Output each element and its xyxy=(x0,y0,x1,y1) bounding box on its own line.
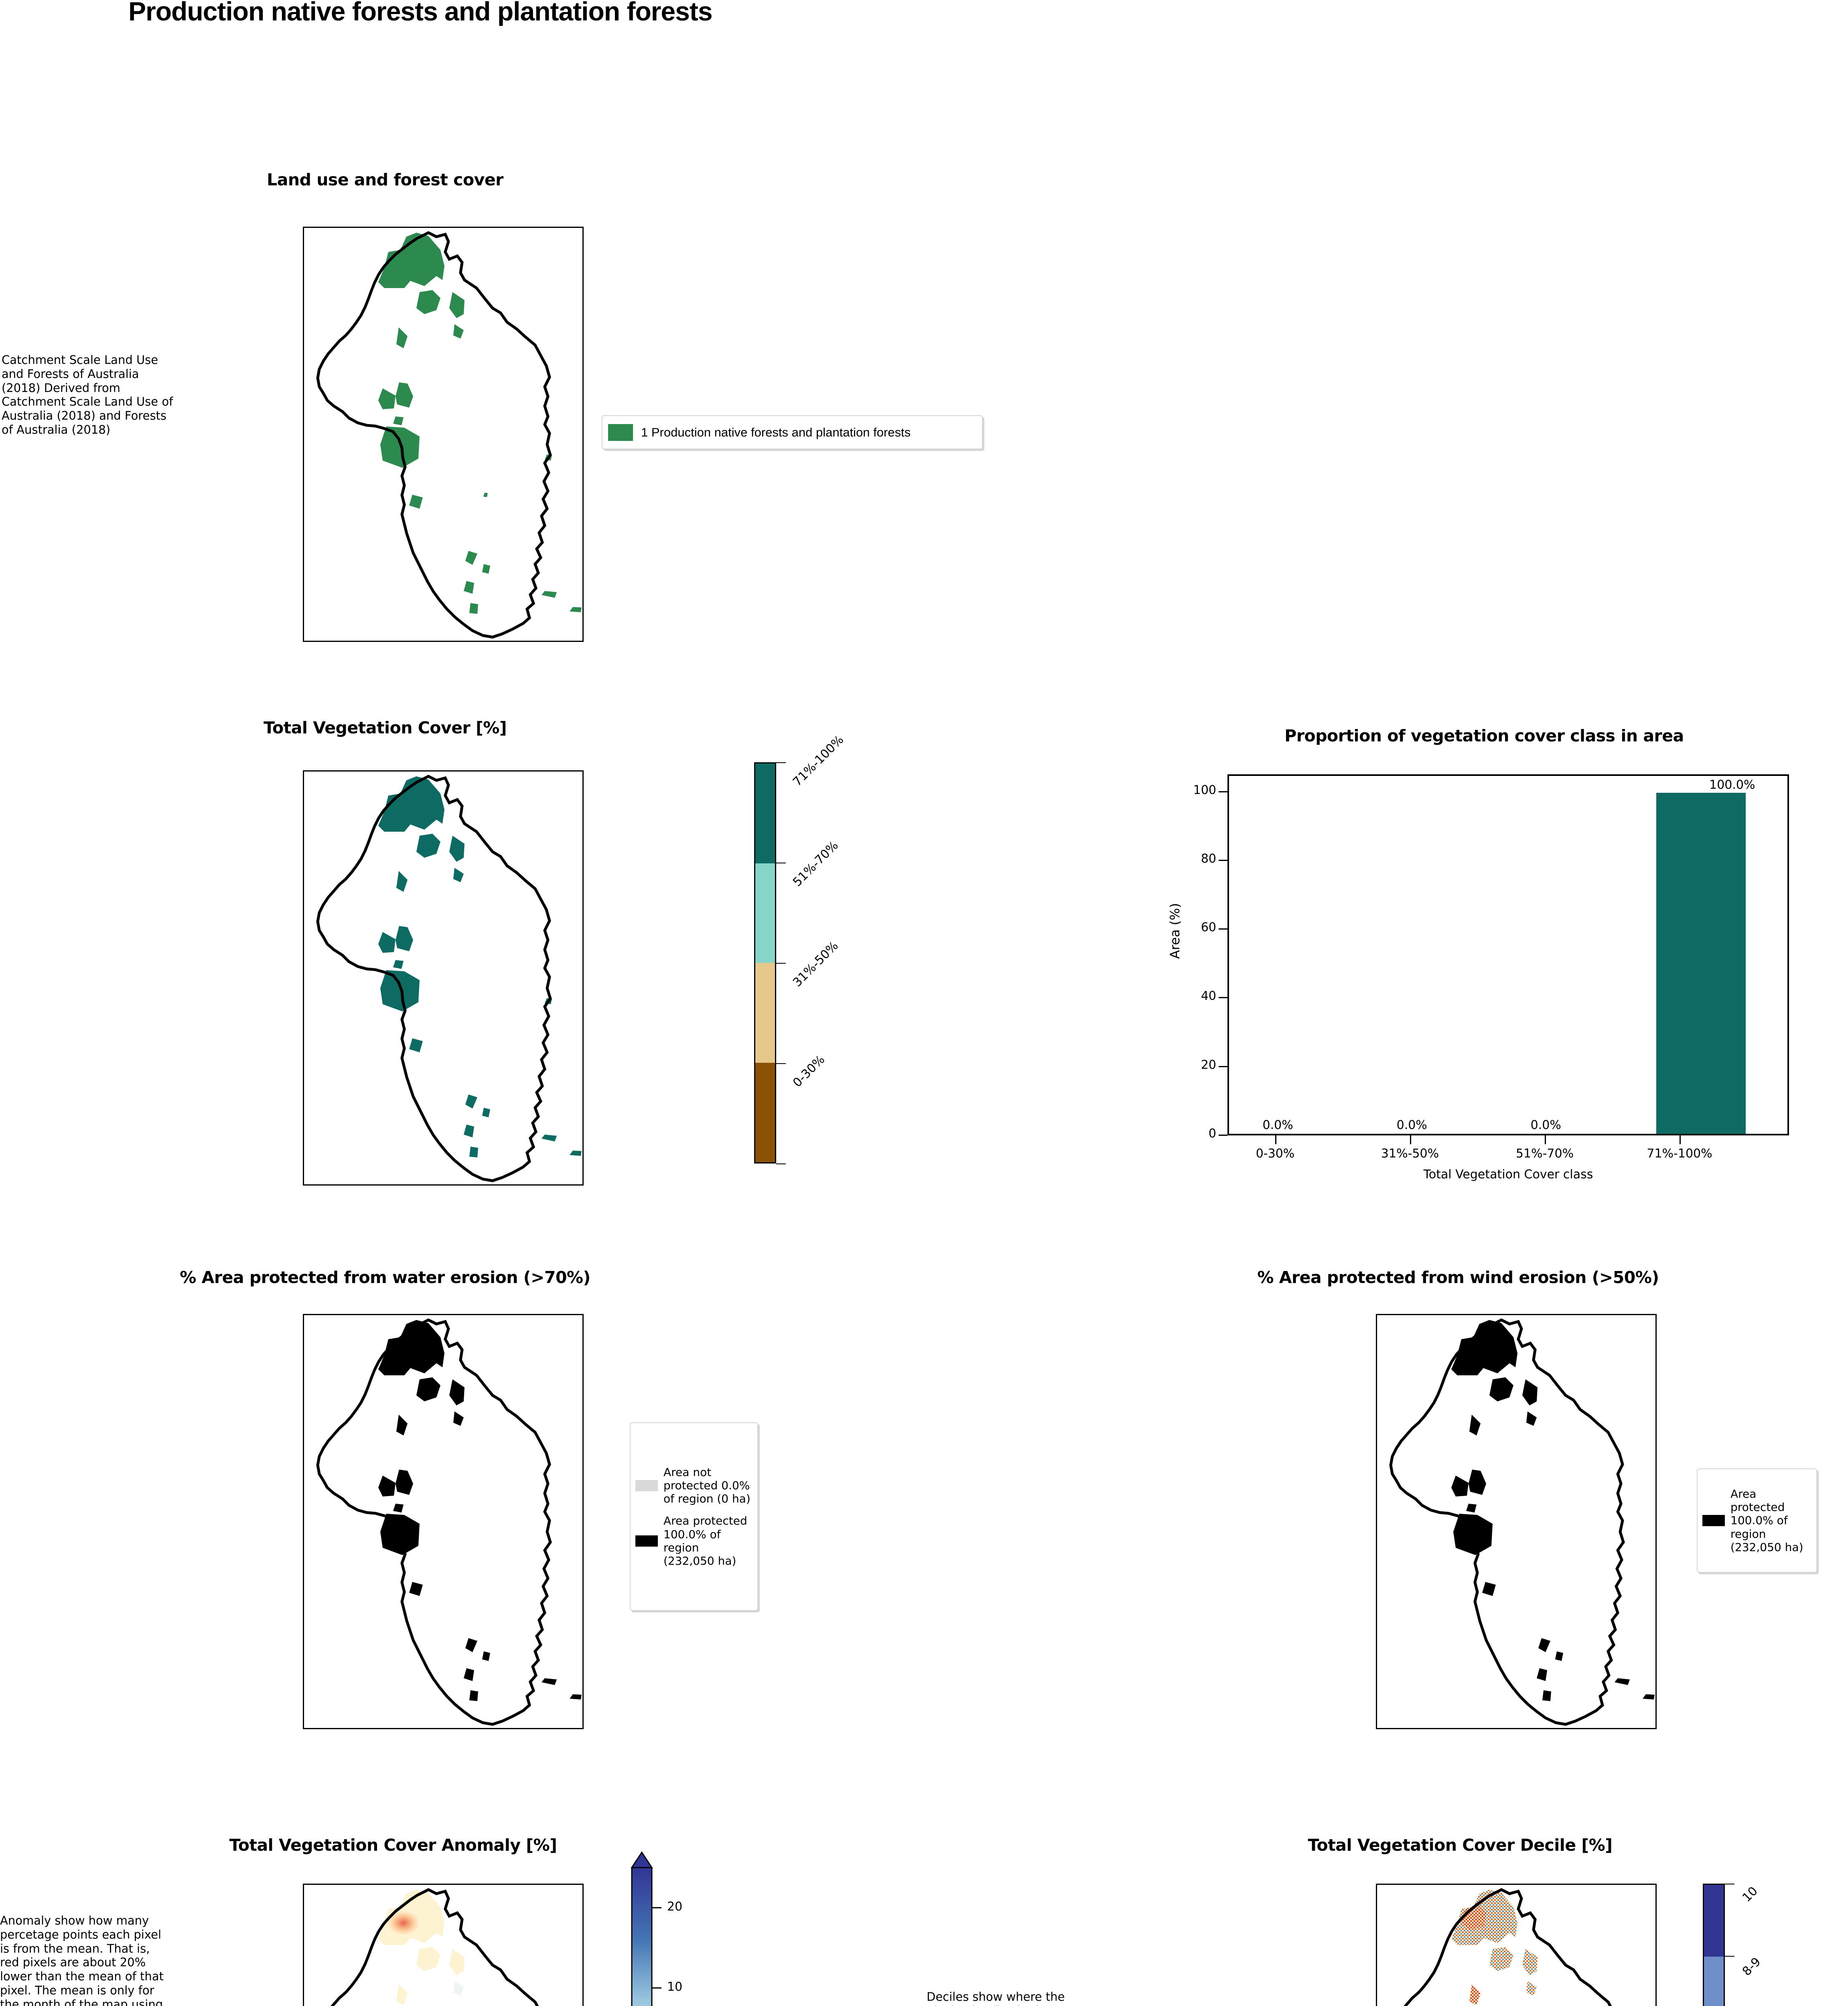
decile-colorbar-label-10: 10 xyxy=(1740,1884,1761,1905)
water-erosion-legend-label-protected: Area protected 100.0% of region (232,050… xyxy=(663,1514,747,1567)
landuse-legend-swatch xyxy=(608,424,633,441)
water-erosion-map xyxy=(303,1314,584,1729)
water-erosion-legend: Area not protected 0.0% of region (0 ha)… xyxy=(630,1422,758,1611)
landuse-panel-title: Land use and forest cover xyxy=(267,170,503,189)
anomaly-tick-10: 10 xyxy=(667,1980,683,1994)
decile-colorbar-seg-8-9 xyxy=(1704,1956,1724,2006)
chart-ytick-60: 60 xyxy=(1201,920,1216,934)
water-erosion-legend-swatch-protected xyxy=(635,1535,658,1547)
cover-colorbar-seg-0-30 xyxy=(755,1062,775,1162)
landuse-source-note: Catchment Scale Land Use and Forests of … xyxy=(2,353,173,437)
chart-xtick-51-70: 51%-70% xyxy=(1515,1147,1574,1161)
decile-map-svg xyxy=(1403,1888,1612,2006)
cover-colorbar-label-71-100: 71%-100% xyxy=(790,733,847,789)
chart-xtick-31-50: 31%-50% xyxy=(1381,1147,1439,1161)
chart-bar-label-51-70: 0.0% xyxy=(1530,1118,1561,1132)
cover-colorbar-seg-51-70 xyxy=(755,863,775,963)
page-title: Production native forests and plantation… xyxy=(128,0,713,26)
landuse-legend: 1 Production native forests and plantati… xyxy=(602,415,983,449)
chart-xlabel: Total Vegetation Cover class xyxy=(1423,1167,1593,1182)
chart-ytick-80: 80 xyxy=(1201,852,1216,866)
catchment-boundary xyxy=(316,231,552,639)
anomaly-pixels xyxy=(378,1890,465,2005)
water-erosion-legend-row-protected: Area protected 100.0% of region (232,050… xyxy=(635,1514,753,1567)
anomaly-colorbar: 20 10 0 −10 −20 xyxy=(620,1848,752,2006)
decile-pixels xyxy=(1451,1890,1538,2005)
cover-colorbar-label-0-30: 0-30% xyxy=(790,1052,828,1090)
cover-colorbar-seg-31-50 xyxy=(755,963,775,1063)
protected-area-polygons xyxy=(378,1320,582,1701)
water-erosion-legend-label-not-protected: Area not protected 0.0% of region (0 ha) xyxy=(663,1466,751,1506)
chart-ytick-20: 20 xyxy=(1201,1058,1216,1072)
wind-erosion-map-svg xyxy=(1389,1318,1655,1726)
chart-xtick-0-30: 0-30% xyxy=(1256,1147,1295,1161)
anomaly-colorbar-svg xyxy=(631,1851,661,2006)
chart-xtick-71-100: 71%-100% xyxy=(1647,1147,1712,1161)
cover-panel-title: Total Vegetation Cover [%] xyxy=(263,718,507,737)
decile-note: Deciles show where the pixel value lies … xyxy=(927,1990,1065,2006)
chart-ylabel: Area (%) xyxy=(1167,903,1183,959)
cover-colorbar-label-51-70: 51%-70% xyxy=(790,839,841,889)
water-erosion-panel-title: % Area protected from water erosion (>70… xyxy=(180,1268,590,1287)
chart-bar-label-0-30: 0.0% xyxy=(1262,1118,1293,1132)
cover-colorbar-label-31-50: 31%-50% xyxy=(790,939,841,990)
landuse-map xyxy=(303,227,584,642)
chart-ytick-40: 40 xyxy=(1201,989,1216,1003)
anomaly-map xyxy=(303,1884,584,2006)
chart-ytick-0: 0 xyxy=(1208,1127,1216,1141)
decile-colorbar: 10 8-9 4-7 2-3 1 xyxy=(1703,1884,1835,2006)
cover-map-svg xyxy=(316,775,582,1182)
wind-erosion-legend: Area protected 100.0% of region (232,050… xyxy=(1697,1468,1817,1573)
anomaly-tick-20: 20 xyxy=(667,1900,683,1914)
decile-panel-title: Total Vegetation Cover Decile [%] xyxy=(1308,1835,1613,1855)
chart-bar-label-31-50: 0.0% xyxy=(1396,1118,1427,1132)
anomaly-note: Anomaly show how many percetage points e… xyxy=(0,1914,164,2006)
decile-colorbar-label-8-9: 8-9 xyxy=(1740,1955,1764,1979)
catchment-boundary xyxy=(316,1318,552,1726)
water-erosion-map-svg xyxy=(316,1318,582,1726)
water-erosion-legend-row-not-protected: Area not protected 0.0% of region (0 ha) xyxy=(635,1466,753,1505)
landuse-map-svg xyxy=(316,231,582,639)
decile-colorbar-seg-10 xyxy=(1704,1885,1724,1957)
proportion-chart: Area (%) 0.0% 0.0% 0.0% 100.0% 0 20 40 6… xyxy=(1167,770,1813,1200)
wind-erosion-legend-swatch-protected xyxy=(1702,1515,1725,1526)
water-erosion-legend-swatch-not-protected xyxy=(635,1480,658,1491)
chart-bar-label-71-100: 100.0% xyxy=(1709,778,1755,792)
cover-map xyxy=(303,770,584,1186)
anomaly-map-svg xyxy=(330,1888,539,2006)
wind-erosion-legend-label-protected: Area protected 100.0% of region (232,050… xyxy=(1730,1487,1803,1554)
forest-cover-polygons xyxy=(378,233,582,614)
chart-ytick-100: 100 xyxy=(1193,783,1216,797)
wind-erosion-panel-title: % Area protected from wind erosion (>50%… xyxy=(1257,1268,1659,1287)
catchment-boundary xyxy=(316,775,552,1182)
cover-colorbar: 71%-100% 51%-70% 31%-50% 0-30% xyxy=(754,733,882,1188)
anomaly-panel-title: Total Vegetation Cover Anomaly [%] xyxy=(229,1835,557,1855)
decile-map xyxy=(1376,1884,1657,2006)
catchment-boundary xyxy=(1389,1318,1625,1726)
chart-plot-area: 0.0% 0.0% 0.0% 100.0% xyxy=(1227,774,1789,1135)
wind-erosion-map xyxy=(1376,1314,1657,1729)
proportion-chart-title: Proportion of vegetation cover class in … xyxy=(1284,726,1684,745)
cover-colorbar-seg-71-100 xyxy=(755,763,775,863)
cover-class-polygons xyxy=(378,776,582,1157)
chart-bar-71-100 xyxy=(1656,793,1746,1134)
landuse-legend-label: 1 Production native forests and plantati… xyxy=(641,425,911,439)
protected-area-polygons xyxy=(1451,1320,1655,1701)
